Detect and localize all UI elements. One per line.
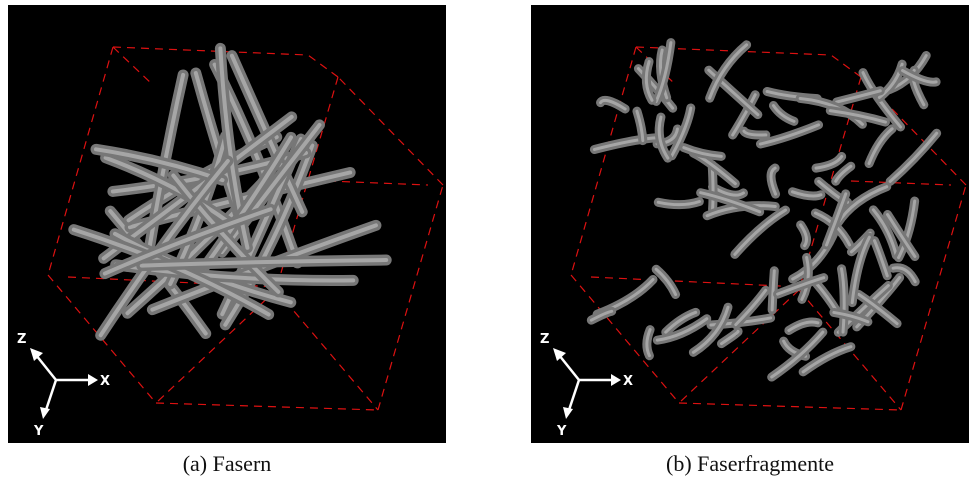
- caption: (b) Faserfragmente: [666, 451, 834, 476]
- axis-label: Z: [17, 332, 26, 347]
- axis-label: Y: [556, 424, 567, 439]
- panel: Z X Y (b) Faserfragmente: [531, 5, 969, 476]
- axis-label: X: [100, 374, 110, 389]
- figure: Z X Y (a) Fasern Z X Y (b) Faserfragmente: [0, 0, 979, 483]
- axis-label: X: [623, 374, 633, 389]
- panel: Z X Y (a) Fasern: [8, 5, 446, 476]
- page: ZXY(a) FasernZXY(b) Faserfragmente (() =…: [0, 0, 979, 483]
- fiber-highlight: [712, 165, 713, 210]
- caption: (a) Fasern: [183, 451, 272, 476]
- axis-label: Z: [540, 332, 549, 347]
- axis-label: Y: [33, 424, 44, 439]
